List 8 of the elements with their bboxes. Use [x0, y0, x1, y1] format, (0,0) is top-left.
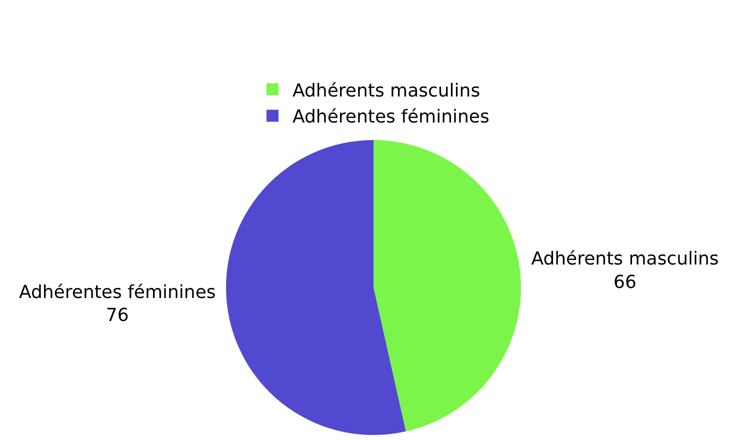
pie-slice	[374, 140, 521, 432]
data-label: 66	[614, 272, 636, 294]
slice-label: Adhérents masculins	[531, 248, 719, 270]
slice-label: Adhérentes féminines	[18, 282, 216, 303]
legend-label: Adhérentes féminines	[292, 106, 490, 128]
pie-slice	[226, 140, 406, 435]
data-label: 76	[106, 305, 129, 326]
legend-label: Adhérents masculins	[292, 80, 480, 102]
